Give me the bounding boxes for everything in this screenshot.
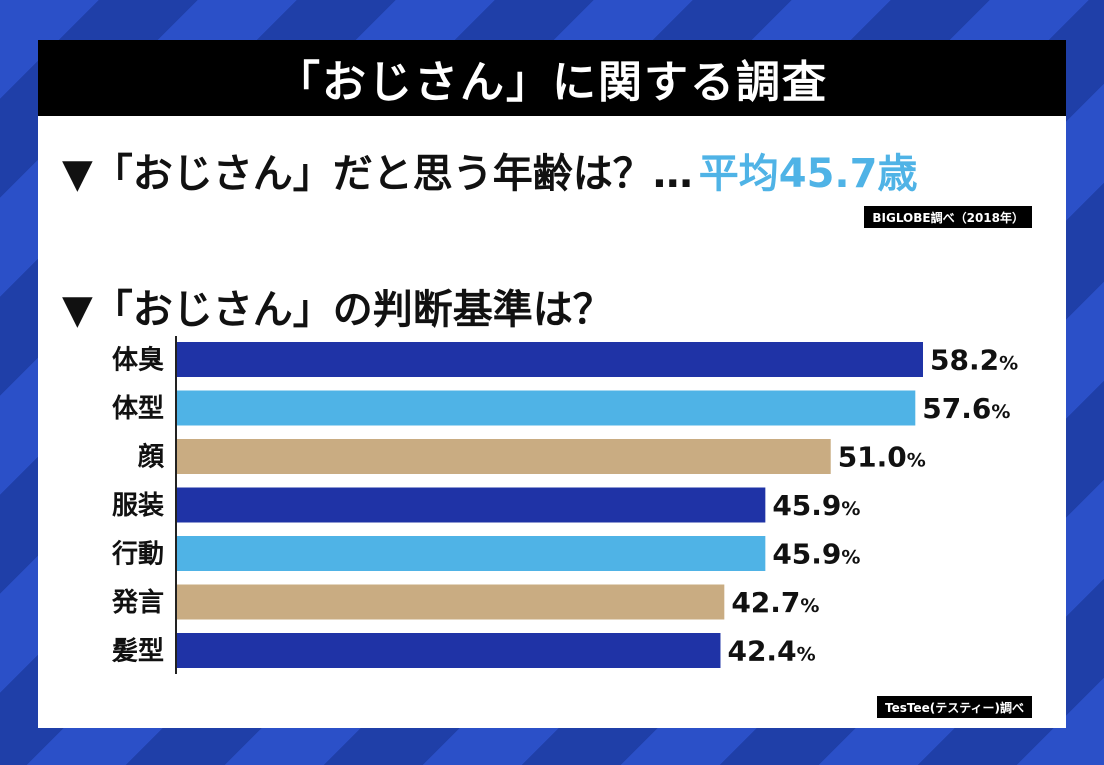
value-label: 42.7%: [731, 586, 819, 619]
category-label: 服装: [112, 491, 164, 521]
value-label: 51.0%: [838, 441, 926, 474]
value-label: 57.6%: [922, 392, 1010, 425]
category-label: 行動: [111, 539, 164, 570]
question-age: ▼「おじさん」だと思う年齢は？… 平均45.7歳: [62, 140, 917, 200]
source-biglobe: BIGLOBE調べ（2018年）: [864, 206, 1032, 228]
value-label: 58.2%: [930, 344, 1018, 377]
criteria-bar-chart: 体臭 58.2% 体型 57.6% 顔 51.0% 服装 45.9% 行動 45.9% 発言 42.7…: [111, 336, 1018, 674]
category-label: 顔: [138, 443, 165, 473]
bar: [177, 342, 923, 377]
question-criteria: ▼「おじさん」の判断基準は？: [62, 287, 613, 333]
bar: [177, 584, 725, 620]
category-label: 体臭: [112, 346, 164, 376]
value-label: 42.4%: [727, 635, 815, 668]
page-title: 「おじさん」に関する調査: [38, 40, 1066, 116]
bar: [177, 536, 766, 571]
category-label: 髪型: [111, 637, 164, 667]
value-label: 45.9%: [772, 489, 860, 522]
bar: [177, 633, 721, 668]
category-label: 発言: [111, 588, 164, 618]
source-testee: TesTee(テスティー)調べ: [877, 696, 1032, 718]
category-label: 体型: [112, 394, 164, 424]
chart-panel: 「おじさん」に関する調査 ▼「おじさん」だと思う年齢は？… 平均45.7歳 BI…: [38, 40, 1066, 728]
bar: [177, 487, 766, 523]
question-age-text: ▼「おじさん」だと思う年齢は？…: [62, 151, 693, 197]
average-age-answer: 平均45.7歳: [698, 151, 918, 197]
bar: [177, 390, 916, 426]
value-label: 45.9%: [772, 538, 860, 571]
bar: [177, 439, 831, 474]
